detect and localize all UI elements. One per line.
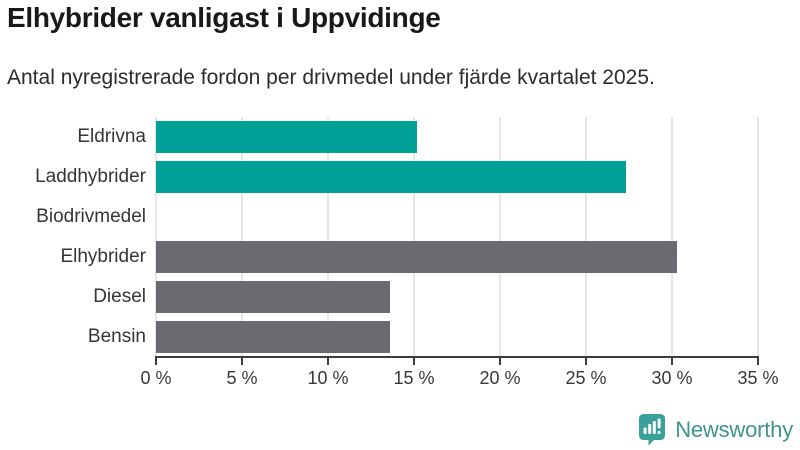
y-axis-label: Biodrivmedel (36, 206, 146, 227)
y-axis-label: Laddhybrider (35, 166, 146, 187)
x-axis-tick-label: 35 % (737, 368, 779, 388)
bar-row (156, 157, 758, 197)
x-axis-tick-label: 30 % (651, 368, 693, 388)
x-axis-tick-label: 20 % (479, 368, 521, 388)
brand-name: Newsworthy (675, 417, 793, 442)
x-axis-tick (585, 358, 587, 365)
x-axis-tick (327, 358, 329, 365)
gridline (757, 117, 759, 357)
gridline (413, 117, 415, 357)
brand-footer: Newsworthy (638, 413, 793, 447)
gridline (327, 117, 329, 357)
plot-area (155, 117, 759, 357)
bar-row (156, 237, 758, 277)
bar-row (156, 197, 758, 237)
x-axis-tick (499, 358, 501, 365)
x-axis-ticks (155, 358, 759, 365)
y-axis-labels: Eldrivna Laddhybrider Biodrivmedel Elhybrid… (0, 117, 146, 357)
x-axis-tick-label: 0 % (140, 368, 172, 388)
x-axis-tick-labels: 0 % 5 % 10 % 15 % 20 % 25 % 30 % 35 % (140, 368, 778, 390)
x-axis-line (155, 356, 759, 358)
gridline (241, 117, 243, 357)
gridline (671, 117, 673, 357)
x-axis-tick (413, 358, 415, 365)
y-axis-label: Eldrivna (77, 126, 146, 147)
x-axis-tick-label: 10 % (307, 368, 349, 388)
bar-row (156, 277, 758, 317)
newsworthy-logo-icon (639, 414, 666, 446)
bar-laddhybrider (156, 161, 626, 193)
bar-eldrivna (156, 121, 418, 153)
chart-subtitle: Antal nyregistrerade fordon per drivmede… (7, 66, 655, 89)
gridline (155, 117, 157, 357)
bar-row (156, 117, 758, 157)
bar-bensin (156, 321, 390, 353)
x-axis-tick (757, 358, 759, 365)
y-axis-label: Bensin (87, 326, 146, 347)
x-axis-tick (241, 358, 243, 365)
x-axis-tick-label: 15 % (393, 368, 435, 388)
gridline (585, 117, 587, 357)
bar-row (156, 317, 758, 357)
x-axis-tick-label: 5 % (226, 368, 258, 388)
bar-diesel (156, 281, 390, 313)
bar-elhybrider (156, 241, 678, 273)
x-axis-tick (671, 358, 673, 365)
x-axis-tick-label: 25 % (565, 368, 607, 388)
gridline (499, 117, 501, 357)
chart-title: Elhybrider vanligast i Uppvidinge (7, 2, 441, 33)
x-axis-tick (155, 358, 157, 365)
y-axis-label: Elhybrider (60, 246, 146, 267)
y-axis-label: Diesel (93, 286, 146, 307)
